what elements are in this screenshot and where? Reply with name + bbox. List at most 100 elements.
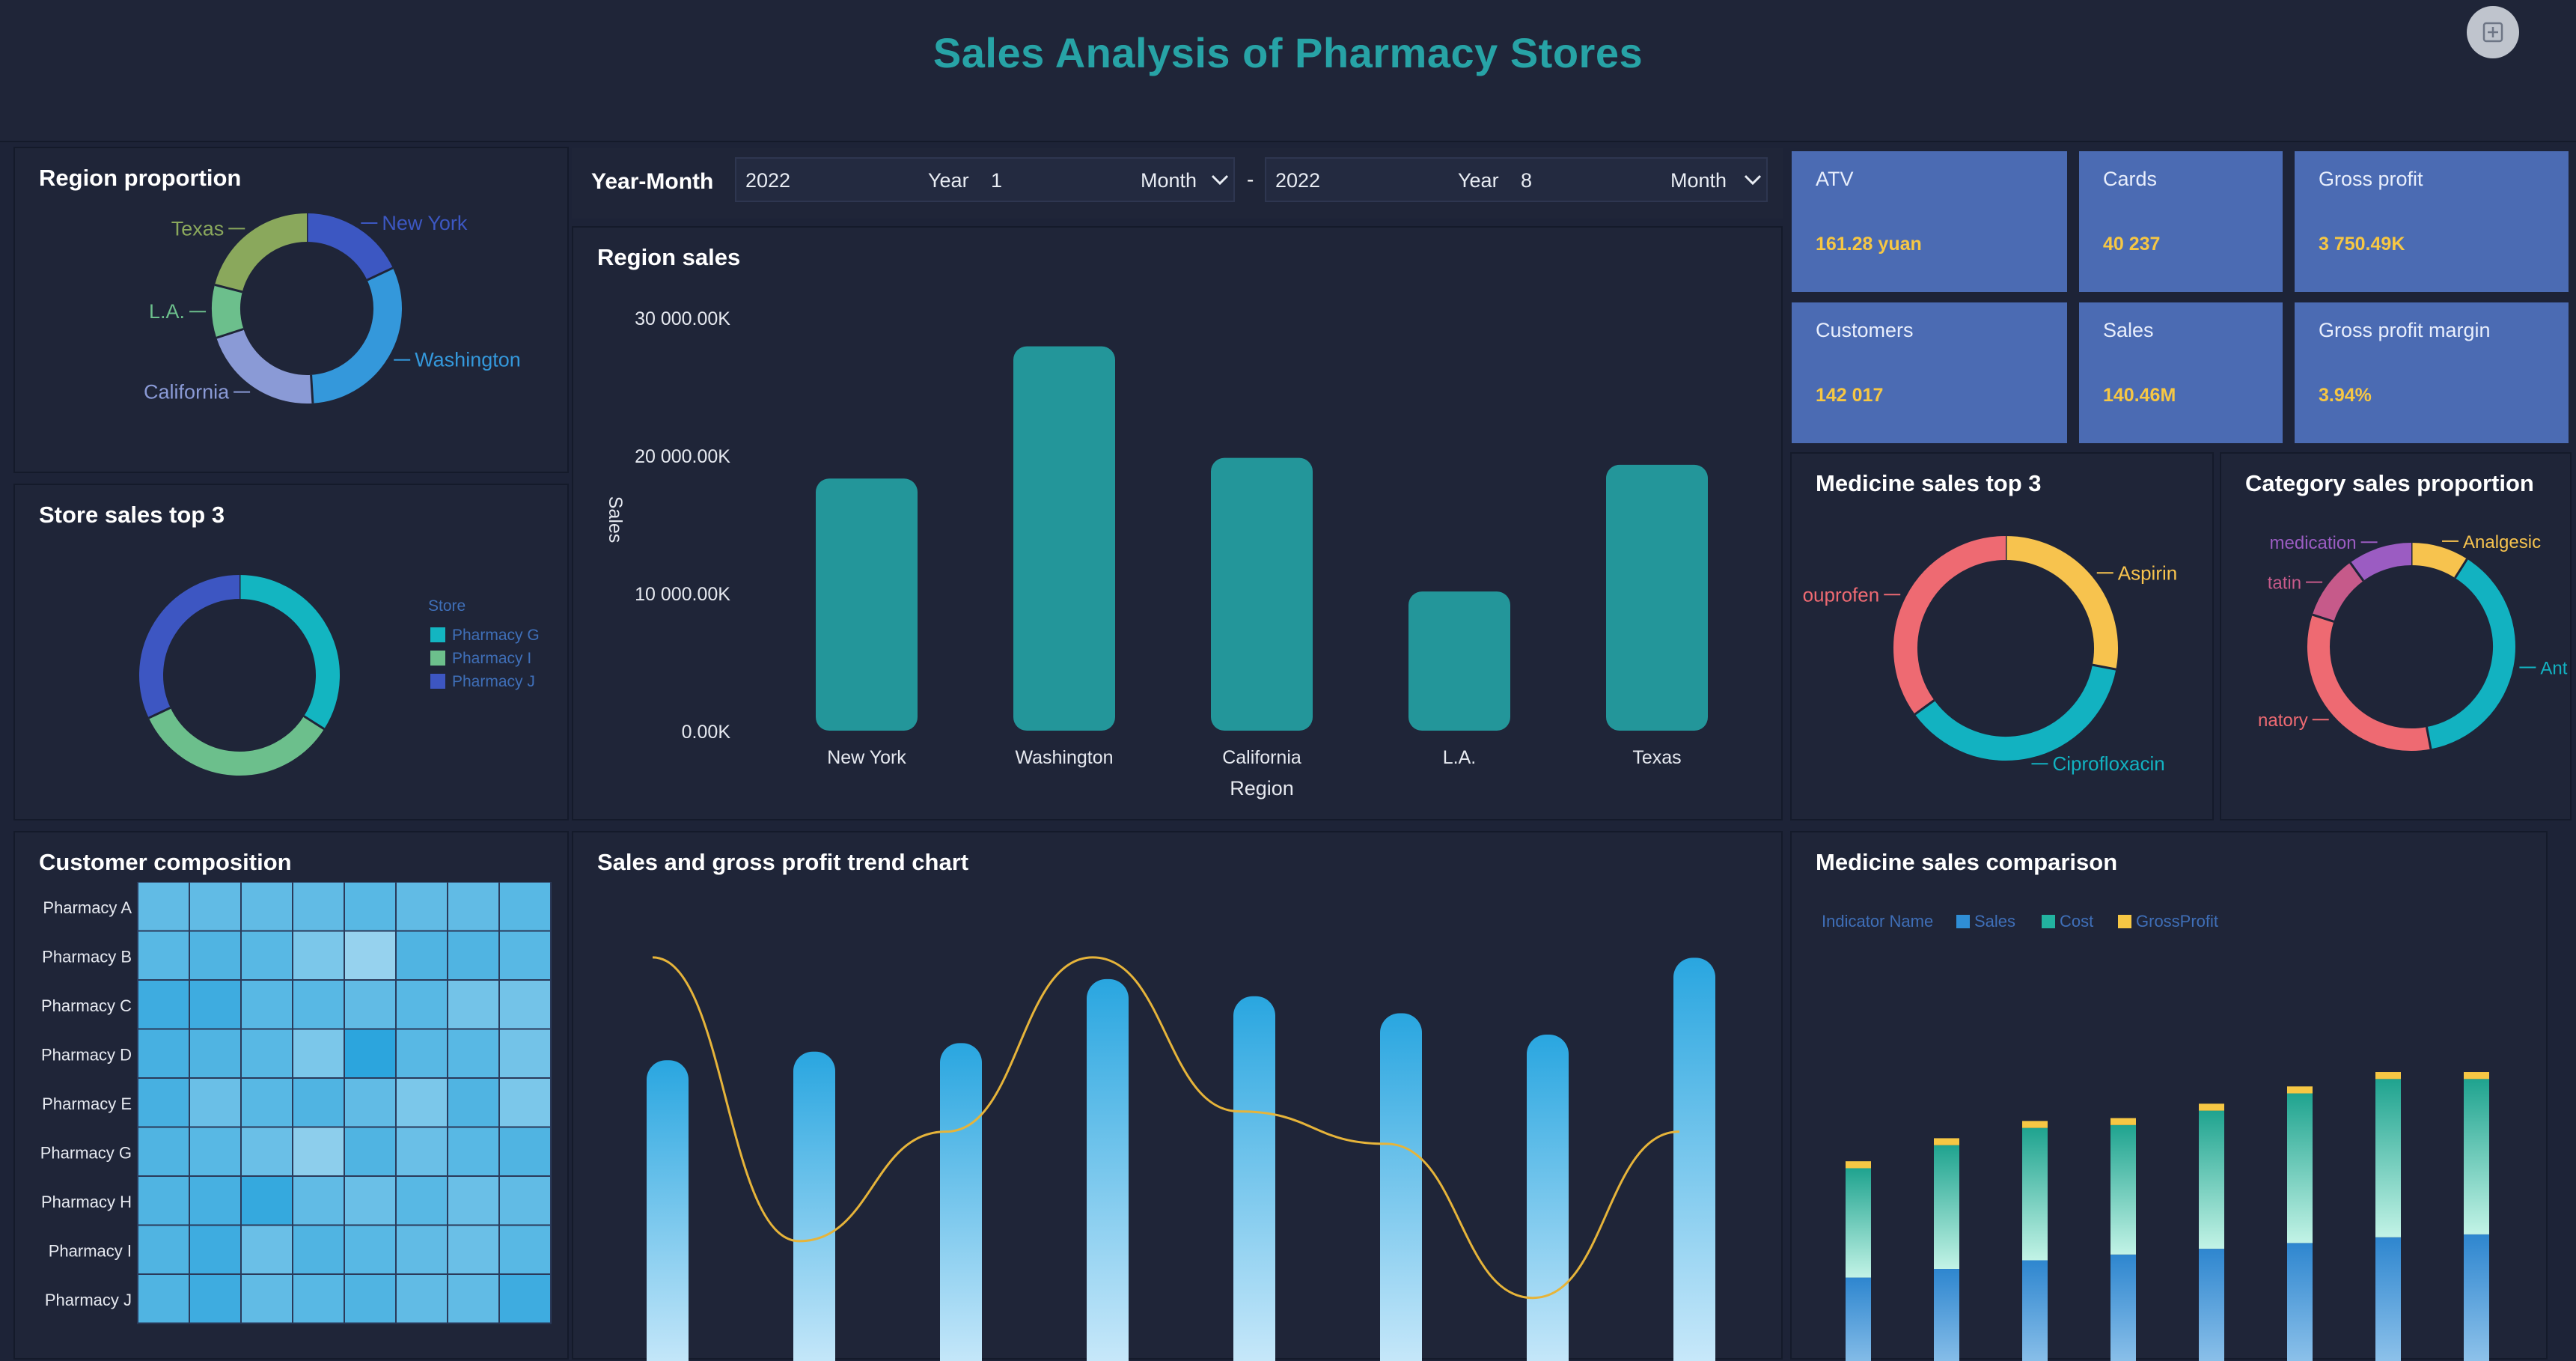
donut-slice — [226, 288, 230, 333]
heatmap-cell — [189, 1225, 241, 1275]
bar — [1380, 1014, 1422, 1361]
heatmap-cell — [189, 1127, 241, 1177]
heatmap-cell — [189, 980, 241, 1029]
fullscreen-button[interactable] — [2467, 6, 2519, 58]
heatmap-cell — [241, 931, 293, 981]
y-axis-label: Sales — [605, 496, 626, 544]
donut-slice — [2357, 554, 2411, 572]
kpi-cards: Cards 40 237 — [2079, 151, 2283, 292]
heatmap-cell — [448, 931, 499, 981]
legend-label: Sales — [1974, 912, 2015, 931]
bar — [1087, 979, 1129, 1361]
bar — [1673, 957, 1715, 1361]
donut-slice — [312, 274, 388, 389]
heatmap-cell — [499, 931, 551, 981]
heatmap-cell — [293, 1029, 344, 1079]
heatmap-cell — [189, 882, 241, 931]
end-month-value: 8 — [1521, 169, 1532, 192]
stack-segment — [2464, 1072, 2489, 1079]
stack-segment — [2022, 1128, 2048, 1261]
heatmap-cell — [499, 1176, 551, 1225]
panel-title: Store sales top 3 — [39, 502, 225, 529]
stack-segment — [1934, 1145, 1959, 1269]
stack-segment — [2287, 1086, 2313, 1093]
legend-label: Pharmacy J — [452, 673, 535, 690]
bar — [940, 1043, 982, 1361]
medicine-comparison-chart: Indicator Name Sales Cost GrossProfit — [1792, 882, 2546, 1361]
heatmap-cell — [396, 1078, 448, 1127]
slice-label: medication — [2270, 533, 2357, 553]
heatmap-cell — [138, 1176, 189, 1225]
heatmap-cell — [448, 980, 499, 1029]
stack-segment — [2375, 1079, 2401, 1237]
kpi-sales: Sales 140.46M — [2079, 302, 2283, 443]
chevron-down-icon — [1211, 174, 1229, 186]
kpi-label: Gross profit margin — [2319, 319, 2491, 342]
end-month-word: Month — [1670, 169, 1727, 192]
slice-label: L.A. — [149, 300, 185, 323]
panel-title: Category sales proportion — [2245, 470, 2534, 497]
slice-label: ouprofen — [1803, 583, 1880, 606]
heatmap-cell — [241, 882, 293, 931]
x-tick-label: Texas — [1632, 747, 1681, 768]
start-month-word: Month — [1141, 169, 1197, 192]
heatmap-cell — [138, 931, 189, 981]
heatmap-cell — [396, 931, 448, 981]
kpi-atv: ATV 161.28 yuan — [1792, 151, 2067, 292]
heatmap-cell — [241, 980, 293, 1029]
panel-title: Sales and gross profit trend chart — [597, 849, 968, 876]
kpi-label: Customers — [1816, 319, 1914, 342]
heatmap-cell — [344, 1176, 396, 1225]
slice-label: natory — [2258, 710, 2308, 731]
legend-swatch — [430, 651, 445, 666]
heatmap-cell — [396, 980, 448, 1029]
kpi-gross-profit-margin: Gross profit margin 3.94% — [2295, 302, 2569, 443]
start-date-select[interactable]: 2022 Year 1 Month — [735, 157, 1235, 202]
donut-slice — [228, 228, 307, 288]
heatmap-cell — [138, 980, 189, 1029]
heatmap-cell — [344, 931, 396, 981]
donut-slice — [2319, 618, 2429, 740]
legend-label: Cost — [2060, 912, 2093, 931]
legend-title: Indicator Name — [1822, 912, 1933, 931]
heatmap-cell — [241, 1225, 293, 1275]
stack-segment — [2022, 1121, 2048, 1127]
bar — [1408, 591, 1510, 731]
heatmap-cell — [499, 1274, 551, 1324]
legend-label: GrossProfit — [2136, 912, 2218, 931]
slice-label: Washington — [415, 349, 521, 371]
donut-slice — [2429, 568, 2504, 738]
heatmap-cell — [448, 1274, 499, 1324]
row-label: Pharmacy I — [49, 1241, 132, 1260]
y-tick-label: 0.00K — [682, 722, 731, 743]
stack-segment — [2375, 1072, 2401, 1079]
slice-label: California — [144, 381, 230, 404]
year-month-filter: Year-Month 2022 Year 1 Month - 2022 Year… — [572, 148, 1783, 219]
heatmap-cell — [499, 1225, 551, 1275]
bar — [793, 1052, 835, 1361]
donut-slice — [1925, 667, 2105, 749]
stack-segment — [2287, 1243, 2313, 1361]
heatmap-cell — [189, 1274, 241, 1324]
grid-icon — [2482, 21, 2504, 43]
end-date-select[interactable]: 2022 Year 8 Month — [1265, 157, 1768, 202]
panel-title: Customer composition — [39, 849, 292, 876]
row-label: Pharmacy D — [41, 1045, 132, 1064]
legend-swatch — [1956, 915, 1970, 928]
x-tick-label: L.A. — [1443, 747, 1476, 768]
start-year-word: Year — [928, 169, 969, 192]
y-tick-label: 20 000.00K — [635, 446, 730, 467]
heatmap-cell — [344, 1225, 396, 1275]
row-label: Pharmacy E — [42, 1094, 132, 1113]
heatmap-cell — [448, 1078, 499, 1127]
legend-swatch — [2118, 915, 2131, 928]
heatmap-cell — [241, 1176, 293, 1225]
legend-label: Pharmacy G — [452, 627, 540, 644]
stack-segment — [2110, 1125, 2136, 1255]
